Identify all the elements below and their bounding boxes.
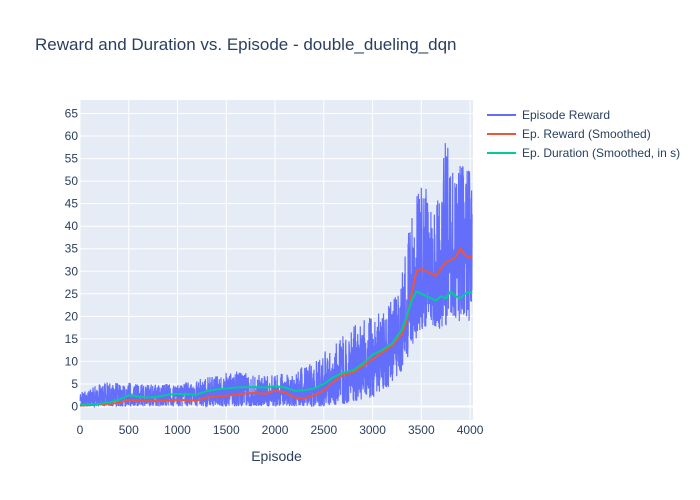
y-tick-label: 30 bbox=[65, 264, 79, 278]
series-episode-reward bbox=[79, 143, 473, 409]
x-tick-label: 1500 bbox=[213, 423, 240, 437]
legend[interactable]: Episode Reward Ep. Reward (Smoothed) Ep. D… bbox=[487, 108, 680, 160]
y-tick-label: 50 bbox=[65, 174, 79, 188]
legend-label: Ep. Reward (Smoothed) bbox=[522, 127, 651, 141]
legend-item[interactable]: Ep. Duration (Smoothed, in s) bbox=[487, 146, 680, 160]
x-tick-label: 4000 bbox=[457, 423, 484, 437]
x-tick-label: 2000 bbox=[262, 423, 289, 437]
x-tick-label: 2500 bbox=[310, 423, 337, 437]
y-axis-ticks: 0 5 10 15 20 25 30 35 40 45 50 55 60 65 bbox=[65, 107, 79, 414]
chart-title: Reward and Duration vs. Episode - double… bbox=[35, 35, 457, 54]
y-tick-label: 10 bbox=[65, 354, 79, 368]
series-layer bbox=[79, 143, 473, 409]
y-tick-label: 20 bbox=[65, 309, 79, 323]
legend-label: Episode Reward bbox=[522, 108, 610, 122]
legend-item[interactable]: Episode Reward bbox=[487, 108, 610, 122]
series-reward-smoothed bbox=[79, 247, 473, 407]
legend-label: Ep. Duration (Smoothed, in s) bbox=[522, 146, 680, 160]
y-tick-label: 60 bbox=[65, 129, 79, 143]
x-tick-label: 0 bbox=[77, 423, 84, 437]
y-tick-label: 35 bbox=[65, 242, 79, 256]
x-tick-label: 1000 bbox=[164, 423, 191, 437]
x-tick-label: 3500 bbox=[408, 423, 435, 437]
legend-item[interactable]: Ep. Reward (Smoothed) bbox=[487, 127, 651, 141]
y-tick-label: 65 bbox=[65, 107, 79, 121]
series-duration-smoothed bbox=[79, 290, 473, 406]
x-axis-ticks: 0 500 1000 1500 2000 2500 3000 3500 4000 bbox=[77, 423, 484, 437]
y-tick-label: 40 bbox=[65, 219, 79, 233]
y-tick-label: 15 bbox=[65, 332, 79, 346]
x-tick-label: 500 bbox=[119, 423, 139, 437]
y-tick-label: 55 bbox=[65, 152, 79, 166]
x-axis-title: Episode bbox=[251, 448, 302, 464]
y-tick-label: 0 bbox=[71, 399, 78, 413]
y-tick-label: 25 bbox=[65, 287, 79, 301]
y-tick-label: 45 bbox=[65, 197, 79, 211]
x-tick-label: 3000 bbox=[359, 423, 386, 437]
y-tick-label: 5 bbox=[71, 377, 78, 391]
